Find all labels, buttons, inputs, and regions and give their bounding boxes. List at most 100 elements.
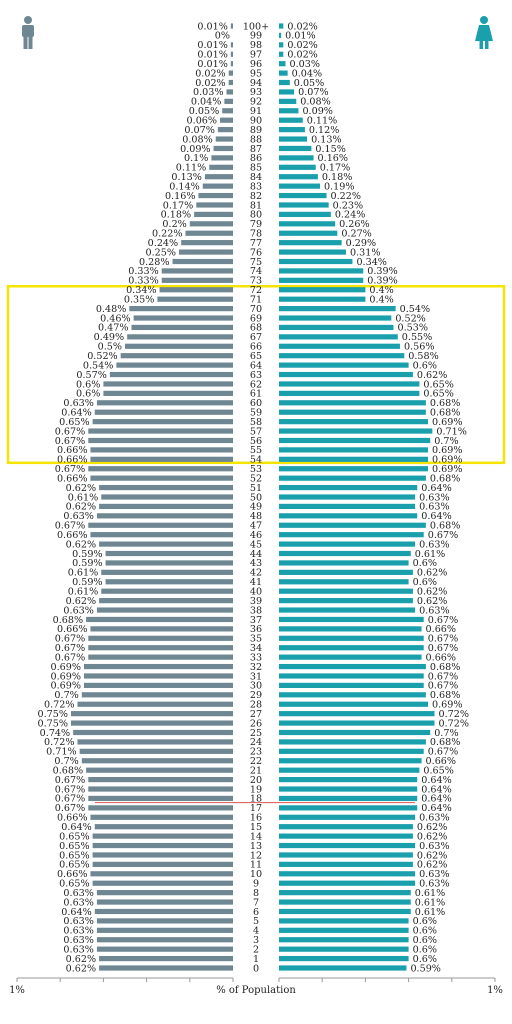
male-value-label: 0.62%	[66, 483, 96, 494]
age-label: 24	[250, 737, 262, 748]
male-bar-age-5	[96, 918, 233, 924]
female-value-label: 0.56%	[404, 342, 434, 353]
female-value-label: 0.6%	[413, 558, 437, 569]
male-value-label: 0.67%	[55, 803, 85, 814]
male-value-label: 0.72%	[44, 737, 74, 748]
male-bar-age-81	[196, 202, 233, 208]
male-value-label: 0.61%	[68, 587, 98, 598]
male-bar-age-28	[77, 701, 233, 707]
female-bar-age-42	[279, 569, 413, 575]
x-tick-label-right: 1%	[487, 985, 503, 996]
female-bar-age-3	[279, 937, 409, 943]
age-label: 12	[250, 850, 262, 861]
female-value-label: 0.66%	[426, 652, 456, 663]
age-label: 72	[250, 285, 262, 296]
male-bar-age-50	[101, 494, 234, 500]
female-bar-age-54	[279, 456, 429, 462]
female-bar-age-39	[279, 598, 413, 604]
age-label: 40	[250, 587, 262, 598]
female-value-label: 0.34%	[356, 257, 386, 268]
male-value-label: 0.59%	[72, 577, 102, 588]
male-value-label: 0.69%	[50, 671, 80, 682]
age-label: 37	[250, 615, 262, 626]
female-bar-age-22	[279, 758, 422, 764]
male-value-label: 0.75%	[38, 709, 68, 720]
female-bar-age-56	[279, 437, 431, 444]
female-bar-age-53	[279, 466, 429, 472]
female-value-label: 0.63%	[419, 502, 449, 513]
male-bar-age-35	[88, 635, 233, 641]
male-value-label: 0.63%	[63, 888, 93, 899]
male-bar-age-49	[99, 503, 233, 510]
male-value-label: 0.22%	[152, 229, 182, 240]
male-bar-age-7	[96, 899, 233, 905]
age-label: 79	[250, 219, 262, 230]
female-bar-age-81	[279, 202, 329, 208]
male-value-label: 0.66%	[57, 455, 87, 466]
female-bar-age-0	[279, 965, 407, 971]
male-value-label: 0.63%	[63, 944, 93, 955]
age-label: 98	[250, 40, 262, 51]
female-value-label: 0.09%	[302, 106, 332, 117]
age-label: 13	[250, 841, 262, 852]
female-bar-age-27	[279, 711, 435, 717]
male-bar-age-15	[94, 824, 233, 830]
male-bar-age-37	[86, 616, 234, 623]
male-bar-age-16	[90, 814, 233, 820]
female-value-label: 0.22%	[331, 191, 361, 202]
age-label: 6	[253, 907, 259, 918]
male-value-label: 0.66%	[57, 445, 87, 456]
male-value-label: 0.62%	[66, 596, 96, 607]
male-value-label: 0.67%	[55, 794, 85, 805]
male-bar-age-0	[99, 965, 233, 971]
female-bar-age-85	[279, 164, 316, 170]
female-bar-age-100+	[279, 23, 284, 29]
male-value-label: 0.62%	[66, 502, 96, 513]
male-bar-age-23	[79, 748, 233, 754]
female-value-label: 0.66%	[426, 756, 456, 767]
female-value-label: 0.6%	[413, 916, 437, 927]
female-value-label: 0.68%	[430, 662, 460, 673]
age-label: 14	[250, 831, 262, 842]
female-bar-age-4	[279, 927, 409, 933]
age-label: 50	[250, 492, 262, 503]
male-bar-age-43	[105, 560, 233, 566]
female-bar-age-88	[279, 136, 308, 142]
female-value-label: 0.69%	[432, 445, 462, 456]
male-bar-age-88	[215, 136, 233, 142]
female-value-label: 0.67%	[428, 671, 458, 682]
age-label: 41	[250, 577, 262, 588]
female-value-label: 0.62%	[417, 850, 447, 861]
female-bar-age-50	[279, 494, 416, 500]
male-value-label: 0.75%	[38, 718, 68, 729]
female-bar-age-63	[279, 371, 413, 378]
age-label: 28	[250, 700, 262, 711]
male-bar-age-25	[73, 729, 233, 736]
female-bar-age-66	[279, 343, 400, 349]
male-bar-age-1	[99, 955, 233, 962]
male-bar-age-18	[88, 795, 233, 802]
age-label: 22	[250, 756, 262, 767]
female-bar-age-82	[279, 192, 327, 199]
female-bar-age-55	[279, 447, 429, 453]
female-bar-age-5	[279, 918, 409, 924]
male-bar-age-57	[88, 428, 233, 434]
age-label: 91	[250, 106, 262, 117]
male-value-label: 0.01%	[197, 59, 227, 70]
female-value-label: 0.54%	[400, 304, 430, 315]
female-value-label: 0.69%	[432, 700, 462, 711]
female-bar-age-77	[279, 240, 342, 246]
female-bar-age-47	[279, 522, 426, 528]
male-value-label: 0.64%	[61, 822, 91, 833]
male-value-label: 0.7%	[54, 690, 78, 701]
male-value-label: 0.09%	[180, 144, 210, 155]
male-bar-age-20	[88, 777, 233, 783]
female-value-label: 0.6%	[413, 954, 437, 965]
male-bar-age-3	[96, 937, 233, 943]
male-value-label: 0.74%	[40, 728, 70, 739]
male-bar-age-32	[83, 663, 234, 670]
age-label: 23	[250, 747, 262, 758]
female-bar-age-49	[279, 503, 416, 510]
male-value-label: 0.64%	[61, 408, 91, 419]
female-bar-age-52	[279, 475, 426, 481]
